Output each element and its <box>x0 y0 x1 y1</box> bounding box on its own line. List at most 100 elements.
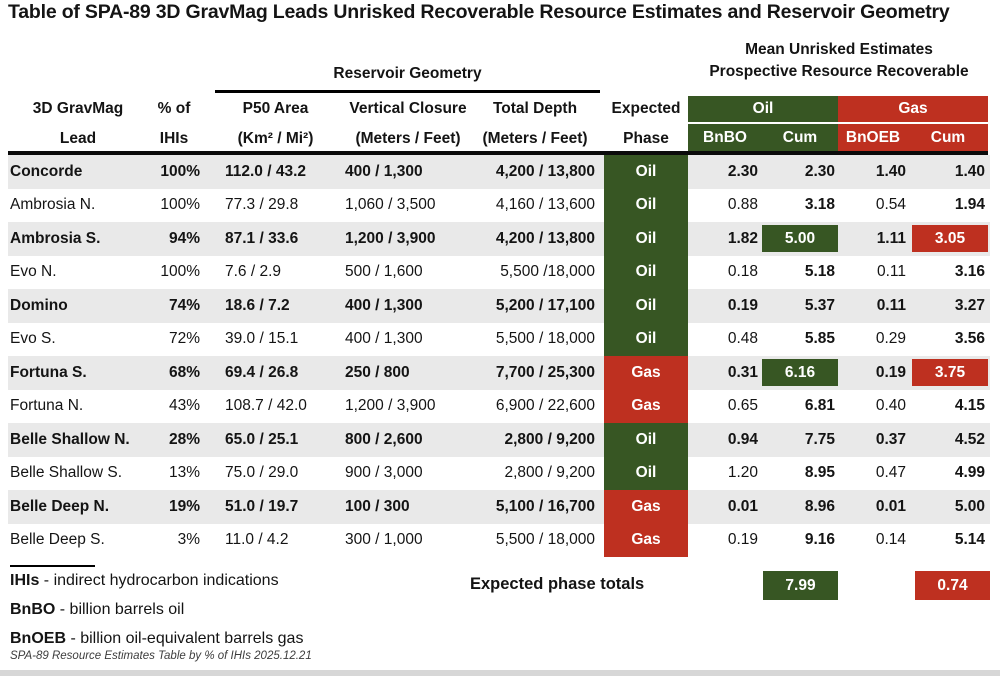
column-header-vertical-closure: Vertical Closure (Meters / Feet) <box>338 96 478 151</box>
table-row: Belle Shallow N. 28% 65.0 / 25.1 800 / 2… <box>8 423 990 458</box>
vertical-closure: 300 / 1,000 <box>345 531 423 549</box>
p50-area: 75.0 / 29.0 <box>225 464 299 482</box>
gas-cum-cell: 1.40 <box>912 155 988 189</box>
gas-cum-value: 5.00 <box>954 497 985 515</box>
total-depth: 4,200 / 13,800 <box>495 162 595 180</box>
pct-of-ihis: 28% <box>168 430 200 448</box>
gas-cum-cell: 3.27 <box>912 289 988 323</box>
oil-cum-cell: 9.16 <box>762 524 838 558</box>
expected-phase-badge: Gas <box>604 490 688 525</box>
definition-bnoeb: BnOEB - billion oil-equivalent barrels g… <box>10 630 470 648</box>
pct-of-ihis: 19% <box>168 497 200 515</box>
table-row: Fortuna N. 43% 108.7 / 42.0 1,200 / 3,90… <box>8 389 990 424</box>
p50-area: 77.3 / 29.8 <box>225 196 299 214</box>
oil-bnbo-value: 0.19 <box>727 531 758 549</box>
lead-name: Belle Shallow N. <box>10 430 130 448</box>
vertical-closure: 250 / 800 <box>345 363 410 381</box>
footnote-separator-line <box>10 565 95 567</box>
column-header-lead-line2: Lead <box>59 130 97 147</box>
expected-phase-badge: Gas <box>604 356 688 391</box>
oil-group-header: Oil BnBO Cum <box>688 96 838 151</box>
column-header-lead-line1: 3D GravMag <box>32 100 124 117</box>
oil-cum-cell: 2.30 <box>762 155 838 189</box>
oil-cum-cell: 8.95 <box>762 457 838 491</box>
oil-cum-cell: 5.18 <box>762 256 838 290</box>
p50-area: 18.6 / 7.2 <box>225 296 290 314</box>
oil-cum-cell: 8.96 <box>762 490 838 524</box>
oil-bnbo-value: 0.48 <box>727 330 758 348</box>
definition-bnoeb-text: - billion oil-equivalent barrels gas <box>66 630 304 647</box>
oil-subheader-cum: Cum <box>782 129 818 146</box>
p50-area: 108.7 / 42.0 <box>225 397 307 415</box>
expected-phase-badge: Gas <box>604 523 688 558</box>
bottom-edge-strip <box>0 670 1000 676</box>
gas-cum-cell: 3.05 <box>912 222 988 256</box>
gas-cum-cell: 3.56 <box>912 323 988 357</box>
pct-of-ihis: 3% <box>177 531 200 549</box>
gas-bnoeb-value: 0.29 <box>875 330 906 348</box>
expected-phase-totals-label: Expected phase totals <box>470 575 645 593</box>
pct-of-ihis: 100% <box>160 196 200 214</box>
expected-phase-badge: Oil <box>604 322 688 357</box>
pct-of-ihis: 43% <box>168 397 200 415</box>
oil-cum-value: 8.95 <box>804 464 835 482</box>
oil-cum-value: 8.96 <box>804 497 835 515</box>
gas-phase-total-value: 0.74 <box>915 571 990 600</box>
definition-ihis-term: IHIs <box>10 572 40 589</box>
oil-cum-value: 6.81 <box>804 397 835 415</box>
column-header-expected-phase: Expected Phase <box>602 96 690 151</box>
p50-area: 11.0 / 4.2 <box>225 531 289 549</box>
oil-group-label: Oil <box>688 96 838 124</box>
gas-cum-cell: 4.52 <box>912 423 988 457</box>
gas-cum-value: 5.14 <box>954 531 985 549</box>
column-header-td-line2: (Meters / Feet) <box>482 130 588 147</box>
lead-name: Evo S. <box>10 330 56 348</box>
gas-cum-value: 4.52 <box>954 430 985 448</box>
total-depth: 2,800 / 9,200 <box>504 430 596 448</box>
lead-name: Belle Deep N. <box>10 497 110 515</box>
expected-phase-badge: Oil <box>604 289 688 324</box>
total-depth: 7,700 / 25,300 <box>495 363 595 381</box>
p50-area: 7.6 / 2.9 <box>225 263 282 281</box>
table-row: Evo N. 100% 7.6 / 2.9 500 / 1,600 5,500 … <box>8 255 990 290</box>
lead-name: Evo N. <box>10 263 57 281</box>
expected-phase-badge: Oil <box>604 456 688 491</box>
vertical-closure: 400 / 1,300 <box>345 162 423 180</box>
p50-area: 112.0 / 43.2 <box>225 162 307 180</box>
vertical-closure: 1,060 / 3,500 <box>345 196 436 214</box>
column-header-p50-line1: P50 Area <box>242 100 309 117</box>
gas-cum-value: 3.16 <box>954 263 985 281</box>
gas-cum-value: 3.75 <box>912 359 988 387</box>
column-header-td-line1: Total Depth <box>492 100 578 117</box>
table-row: Domino 74% 18.6 / 7.2 400 / 1,300 5,200 … <box>8 289 990 324</box>
total-depth: 2,800 / 9,200 <box>504 464 596 482</box>
gas-cum-cell: 5.14 <box>912 524 988 558</box>
pct-of-ihis: 13% <box>168 464 200 482</box>
reservoir-geometry-underline <box>215 90 600 93</box>
expected-phase-badge: Oil <box>604 155 688 190</box>
table-row: Fortuna S. 68% 69.4 / 26.8 250 / 800 7,7… <box>8 356 990 391</box>
lead-name: Fortuna N. <box>10 397 84 415</box>
column-header-lead: 3D GravMag Lead <box>8 96 148 151</box>
gas-cum-cell: 4.99 <box>912 457 988 491</box>
gas-bnoeb-value: 0.40 <box>875 397 906 415</box>
column-header-vc-line2: (Meters / Feet) <box>355 130 461 147</box>
p50-area: 69.4 / 26.8 <box>225 363 299 381</box>
definition-ihis: IHIs - indirect hydrocarbon indications <box>10 572 470 590</box>
vertical-closure: 1,200 / 3,900 <box>345 229 436 247</box>
p50-area: 87.1 / 33.6 <box>225 229 299 247</box>
p50-area: 65.0 / 25.1 <box>225 430 299 448</box>
lead-name: Belle Deep S. <box>10 531 105 549</box>
gas-cum-value: 4.99 <box>954 464 985 482</box>
total-depth: 5,200 / 17,100 <box>495 296 595 314</box>
pct-of-ihis: 74% <box>168 296 200 314</box>
pct-of-ihis: 72% <box>168 330 200 348</box>
p50-area: 51.0 / 19.7 <box>225 497 299 515</box>
table-body: Concorde 100% 112.0 / 43.2 400 / 1,300 4… <box>8 155 990 558</box>
column-header-pct-line2: IHIs <box>159 130 189 147</box>
oil-cum-value: 3.18 <box>804 196 835 214</box>
header-divider-rule <box>8 151 988 155</box>
oil-cum-cell: 5.85 <box>762 323 838 357</box>
oil-bnbo-value: 1.82 <box>727 229 758 247</box>
